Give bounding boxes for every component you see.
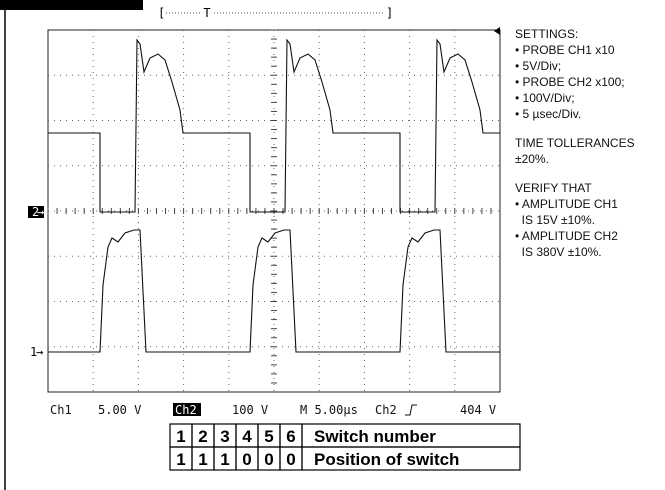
time-bracket-left: [: [158, 6, 165, 20]
cell-value: 1: [176, 427, 185, 446]
note-line: • AMPLITUDE CH1: [515, 197, 618, 211]
note-line: • 5V/Div;: [515, 59, 561, 73]
cell-value: 1: [176, 450, 185, 469]
status-text: 404 V: [460, 403, 496, 417]
status-text: Ch2: [375, 403, 397, 417]
page: { "scope": { "time_bracket": "T", "ch2_m…: [0, 0, 665, 490]
cell-value: 0: [264, 450, 273, 469]
notes: SETTINGS: • PROBE CH1 x10 • 5V/Div; • PROBE…: [515, 27, 635, 259]
ch2-trace: [48, 230, 500, 352]
header-tab: [0, 0, 143, 10]
status-text: Ch1: [50, 403, 72, 417]
cell-value: 0: [242, 450, 251, 469]
cell-value: 5: [264, 427, 273, 446]
time-bracket-right: ]: [386, 6, 393, 20]
note-line: ±20%.: [515, 152, 549, 166]
cell-value: 1: [198, 450, 207, 469]
ch1-arrow: →: [36, 345, 43, 359]
time-bracket-label: T: [203, 6, 210, 20]
cell-value: 0: [286, 450, 295, 469]
cell-value: 2: [198, 427, 207, 446]
note-line: • AMPLITUDE CH2: [515, 229, 618, 243]
status-text: Ch2: [175, 403, 197, 417]
status-text: 100 V: [232, 403, 268, 417]
note-line: VERIFY THAT: [515, 181, 592, 195]
status-text: M 5.00µs: [300, 403, 358, 417]
trigger-marker: [494, 27, 500, 35]
note-line: • PROBE CH2 x100;: [515, 75, 625, 89]
status-bar: Ch1 5.00 V Ch2 100 V M 5.00µs Ch2 404 V: [50, 403, 496, 417]
cell-value: 6: [286, 427, 295, 446]
note-line: • PROBE CH1 x10: [515, 43, 615, 57]
waveforms: [48, 40, 500, 352]
cell-value: 3: [220, 427, 229, 446]
row-label: Position of switch: [314, 450, 459, 469]
cell-value: 4: [242, 427, 252, 446]
note-line: IS 15V ±10%.: [515, 213, 595, 227]
note-line: SETTINGS:: [515, 27, 578, 41]
cell-value: 1: [220, 450, 229, 469]
figure: [ T ] 2 → 1 → Ch15.00 VCh2100 VM 5.00µsC…: [0, 0, 665, 490]
trigger-edge: [405, 405, 417, 415]
note-line: IS 380V ±10%.: [515, 245, 602, 259]
ch2-arrow: →: [37, 205, 44, 219]
note-line: • 5 µsec/Div.: [515, 107, 581, 121]
row-label: Switch number: [314, 427, 436, 446]
status-text: 5.00 V: [98, 403, 141, 417]
note-line: • 100V/Div;: [515, 91, 575, 105]
grid: [48, 30, 500, 392]
note-line: TIME TOLLERANCES: [515, 136, 635, 150]
